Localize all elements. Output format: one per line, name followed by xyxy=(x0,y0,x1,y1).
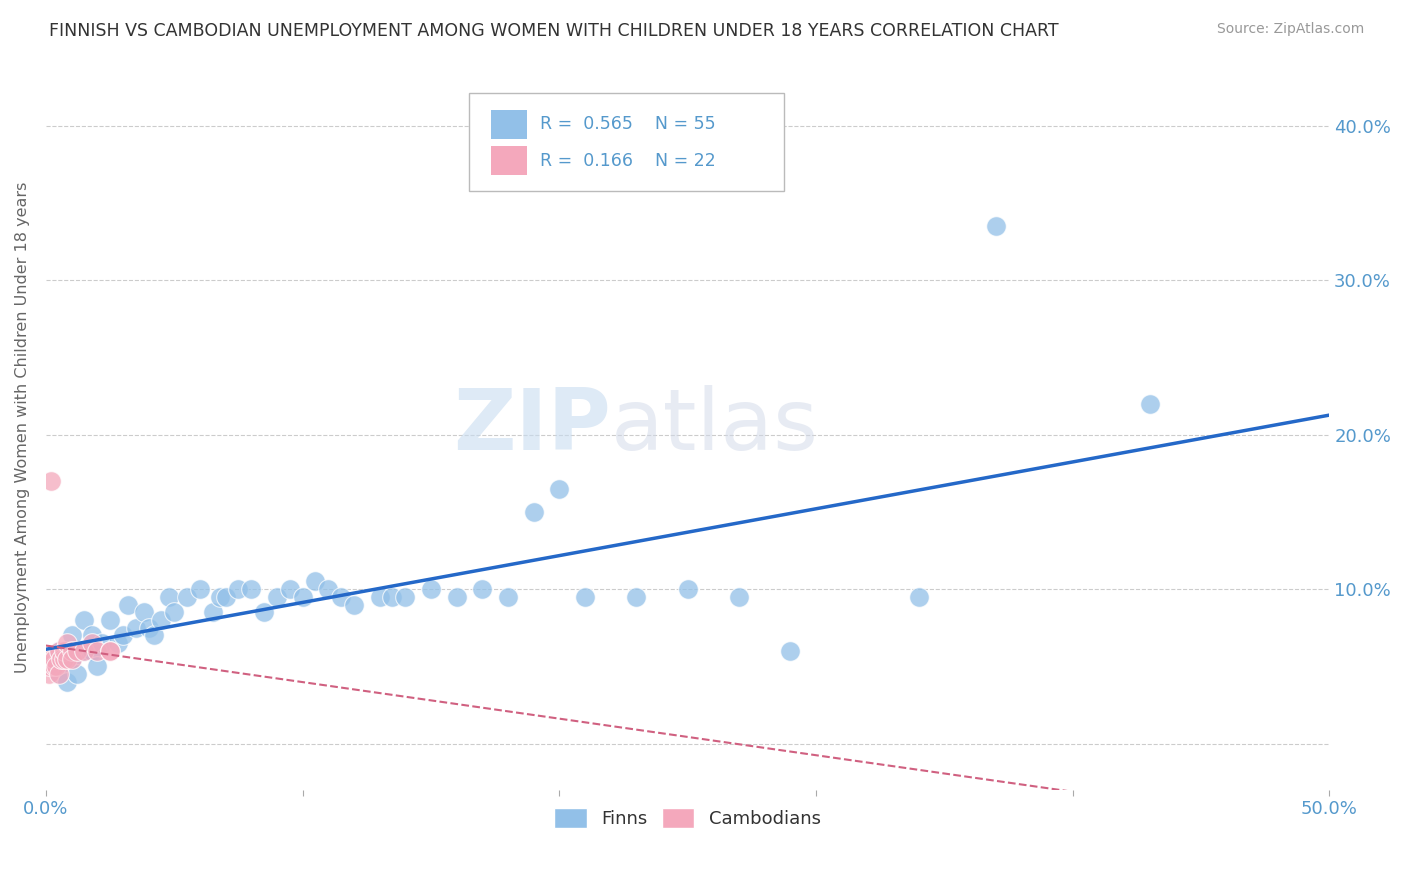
Point xyxy=(60,651,83,665)
Point xyxy=(48,667,70,681)
Point xyxy=(73,644,96,658)
Text: R =  0.565    N = 55: R = 0.565 N = 55 xyxy=(540,115,716,133)
Point xyxy=(48,644,70,658)
Point xyxy=(55,636,77,650)
Point xyxy=(779,644,801,658)
Point xyxy=(471,582,494,596)
Point xyxy=(253,605,276,619)
Point xyxy=(117,598,139,612)
Point xyxy=(330,590,353,604)
Point xyxy=(523,505,546,519)
Point xyxy=(214,590,236,604)
Point xyxy=(228,582,250,596)
Point xyxy=(86,644,108,658)
Point xyxy=(39,651,62,665)
Point xyxy=(132,605,155,619)
Point xyxy=(73,644,96,658)
Point xyxy=(626,590,648,604)
Y-axis label: Unemployment Among Women with Children Under 18 years: Unemployment Among Women with Children U… xyxy=(15,181,30,673)
Point xyxy=(304,574,326,589)
Point xyxy=(1139,397,1161,411)
Point xyxy=(98,613,121,627)
Point xyxy=(163,605,186,619)
Text: R =  0.166    N = 22: R = 0.166 N = 22 xyxy=(540,152,716,169)
Point xyxy=(984,219,1007,234)
Point xyxy=(107,636,129,650)
Point xyxy=(188,582,211,596)
Point xyxy=(39,474,62,488)
Point xyxy=(38,667,60,681)
Text: Source: ZipAtlas.com: Source: ZipAtlas.com xyxy=(1216,22,1364,37)
Point xyxy=(98,644,121,658)
Point xyxy=(55,651,77,665)
Point xyxy=(48,667,70,681)
Bar xyxy=(491,146,527,175)
Point xyxy=(368,590,391,604)
Point xyxy=(240,582,263,596)
Point xyxy=(676,582,699,596)
Point xyxy=(176,590,198,604)
Point xyxy=(266,590,288,604)
Text: FINNISH VS CAMBODIAN UNEMPLOYMENT AMONG WOMEN WITH CHILDREN UNDER 18 YEARS CORRE: FINNISH VS CAMBODIAN UNEMPLOYMENT AMONG … xyxy=(49,22,1059,40)
Point xyxy=(446,590,468,604)
Point xyxy=(381,590,404,604)
Point xyxy=(907,590,929,604)
Point xyxy=(42,659,65,673)
Point xyxy=(45,659,67,673)
Point xyxy=(420,582,443,596)
Point xyxy=(728,590,751,604)
Point xyxy=(52,651,75,665)
Point xyxy=(343,598,366,612)
Point xyxy=(142,628,165,642)
Point xyxy=(496,590,519,604)
Point xyxy=(73,613,96,627)
Point xyxy=(60,628,83,642)
Point xyxy=(157,590,180,604)
Point xyxy=(55,674,77,689)
Point xyxy=(82,644,104,658)
Point xyxy=(51,651,73,665)
Point xyxy=(60,651,83,665)
Point xyxy=(201,605,224,619)
Text: atlas: atlas xyxy=(610,385,818,468)
Point xyxy=(82,636,104,650)
Point xyxy=(548,482,571,496)
Point xyxy=(150,613,173,627)
Point xyxy=(574,590,596,604)
Point xyxy=(111,628,134,642)
Point xyxy=(91,636,114,650)
Point xyxy=(52,644,75,658)
Point xyxy=(82,628,104,642)
Text: ZIP: ZIP xyxy=(453,385,610,468)
Point xyxy=(278,582,301,596)
Point xyxy=(125,621,148,635)
Point xyxy=(316,582,339,596)
Point xyxy=(42,651,65,665)
Point xyxy=(48,644,70,658)
Point xyxy=(291,590,314,604)
Point xyxy=(209,590,232,604)
Point xyxy=(66,644,89,658)
Legend: Finns, Cambodians: Finns, Cambodians xyxy=(547,801,828,835)
FancyBboxPatch shape xyxy=(470,93,785,191)
Point xyxy=(394,590,416,604)
Bar xyxy=(491,110,527,139)
Point xyxy=(66,667,89,681)
Point xyxy=(86,659,108,673)
Point xyxy=(60,644,83,658)
Point xyxy=(38,659,60,673)
Point xyxy=(98,644,121,658)
Point xyxy=(138,621,160,635)
